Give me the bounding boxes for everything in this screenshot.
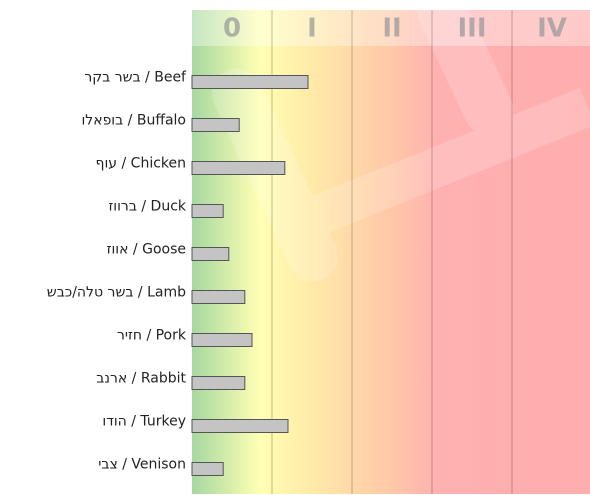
y-tick-label: בשר טלה/כבש / Lamb xyxy=(47,285,186,301)
x-tick-label: IV xyxy=(537,14,567,44)
x-tick-label: 0 xyxy=(223,14,241,44)
y-tick-label: חזיר / Pork xyxy=(117,328,187,344)
bar xyxy=(191,118,240,132)
bar xyxy=(191,290,246,304)
bar xyxy=(191,419,289,433)
plot-background xyxy=(192,10,590,494)
y-tick-label: צבי / Venison xyxy=(98,457,186,473)
x-tick-label: II xyxy=(382,14,401,44)
bar xyxy=(191,161,286,175)
bar xyxy=(191,376,246,390)
x-tick-label: III xyxy=(457,14,486,44)
y-tick-label: ארנב / Rabbit xyxy=(96,371,186,387)
y-tick-label: עוף / Chicken xyxy=(96,156,187,172)
x-tick-label: I xyxy=(307,14,317,44)
header-band xyxy=(192,10,590,46)
y-tick-label: בופאלו / Buffalo xyxy=(81,113,186,129)
y-tick-label: הודו / Turkey xyxy=(102,414,186,430)
y-tick-label: ברווז / Duck xyxy=(108,199,186,215)
y-tick-label: בשר בקר / Beef xyxy=(84,70,187,86)
bar xyxy=(191,204,224,218)
bar xyxy=(191,75,309,89)
y-tick-label: אווז / Goose xyxy=(107,242,186,258)
bar xyxy=(191,247,230,261)
bar xyxy=(191,462,224,476)
bar xyxy=(191,333,253,347)
